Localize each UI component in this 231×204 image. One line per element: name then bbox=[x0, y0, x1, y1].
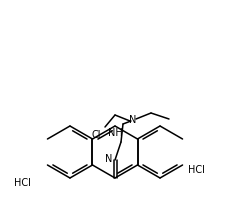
Text: N: N bbox=[129, 115, 136, 125]
Text: HCl: HCl bbox=[187, 165, 204, 175]
Text: HCl: HCl bbox=[13, 178, 30, 188]
Text: N: N bbox=[105, 154, 112, 164]
Text: NH: NH bbox=[107, 128, 122, 138]
Text: Cl: Cl bbox=[91, 130, 100, 140]
